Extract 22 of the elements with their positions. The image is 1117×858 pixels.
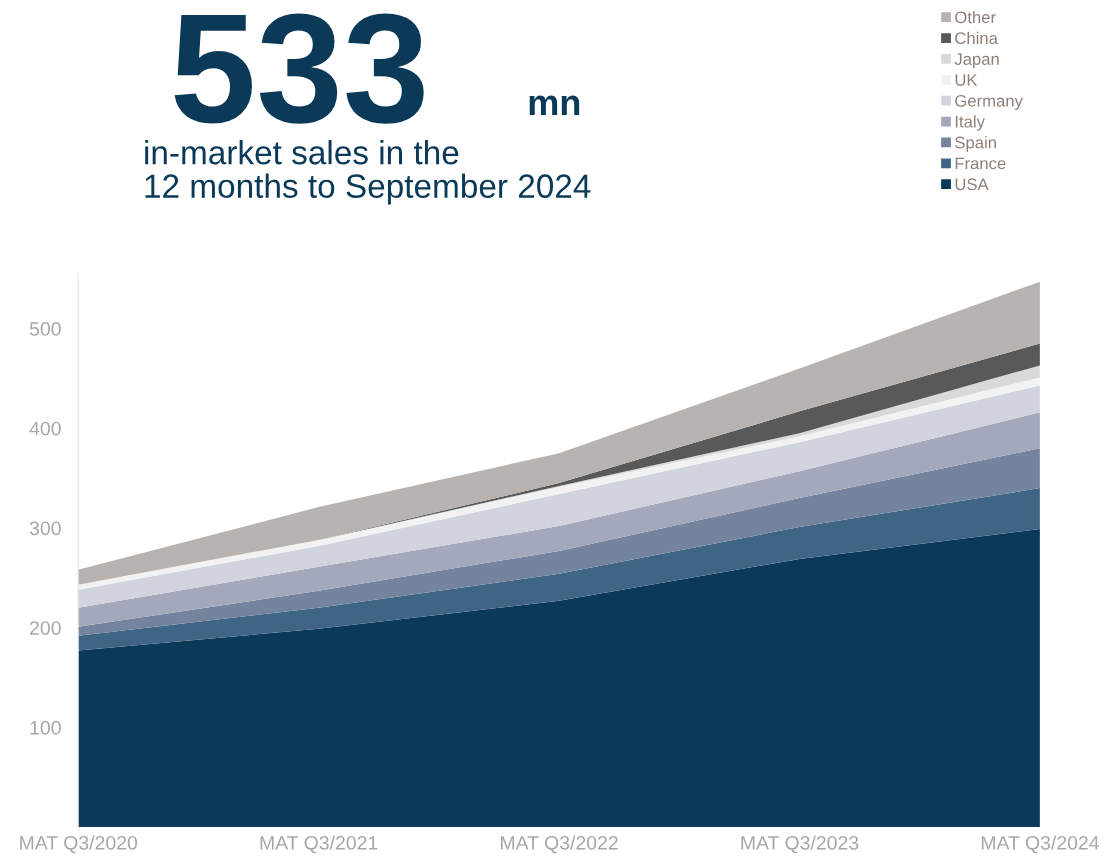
legend-label: Italy <box>955 115 985 131</box>
x-tick-label: MAT Q3/2021 <box>260 835 378 854</box>
x-tick-label: MAT Q3/2023 <box>741 835 859 854</box>
chart-title: 533 <box>174 13 424 124</box>
chart-subtitle: in-market sales in the 12 months to September 2024 <box>145 140 591 205</box>
legend-label: Spain <box>955 136 996 152</box>
x-tick-label: MAT Q3/2020 <box>20 835 138 854</box>
x-tick-label: MAT Q3/2024 <box>981 835 1099 854</box>
y-tick-label: 100 <box>30 720 61 735</box>
legend-label: China <box>955 31 998 45</box>
y-tick-label: 500 <box>29 322 61 336</box>
legend-label: Japan <box>954 53 999 69</box>
text: mn <box>529 95 580 115</box>
legend-label: Other <box>955 10 996 24</box>
y-tick-label: 400 <box>29 421 61 436</box>
legend-label: France <box>955 157 1006 170</box>
x-tick-label: MAT Q3/2022 <box>501 835 618 854</box>
y-tick-label: 300 <box>29 521 61 536</box>
y-tick-label: 200 <box>30 621 61 635</box>
legend-label: USA <box>955 178 989 191</box>
legend-label: Germany <box>955 94 1023 110</box>
legend-label: UK <box>955 74 978 86</box>
